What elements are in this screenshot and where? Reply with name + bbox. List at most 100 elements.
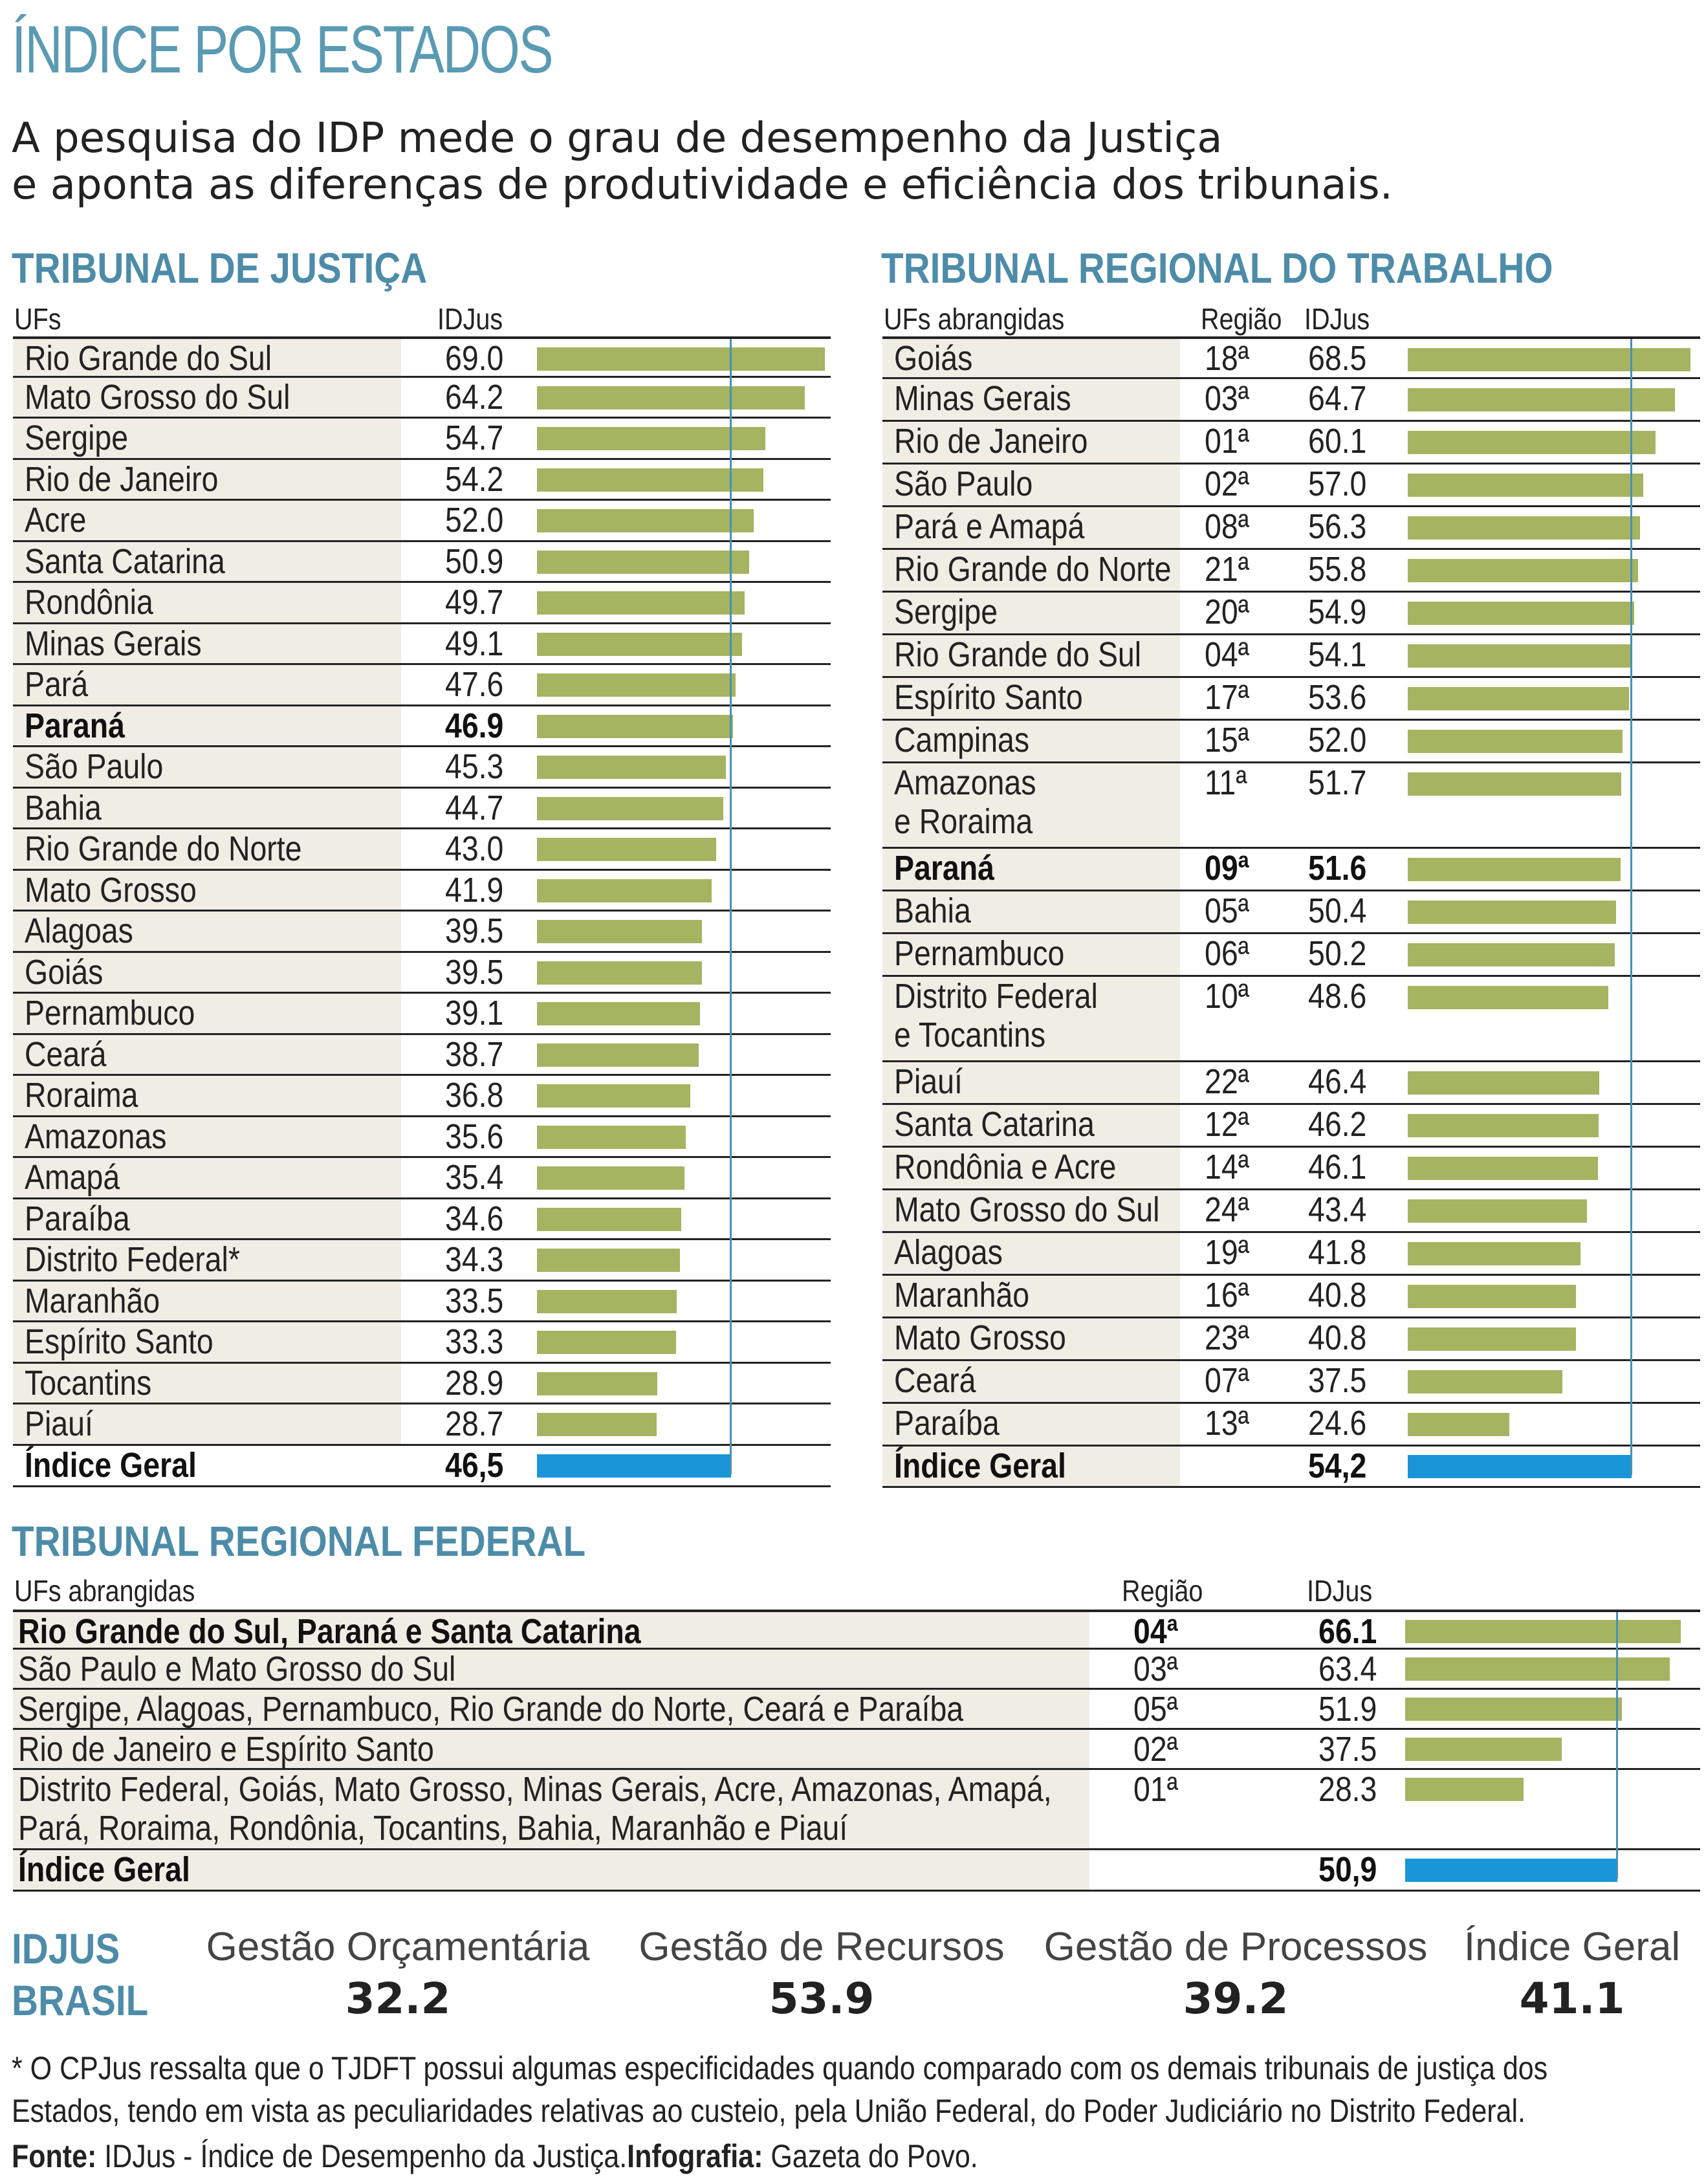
data-bar: [537, 427, 765, 450]
table-row: Rio Grande do Norte 21ª 55.8: [882, 550, 1700, 593]
uf-label-text: Mato Grosso do Sul: [894, 1190, 1160, 1229]
value-label: 45.3: [433, 747, 530, 787]
uf-label-text: Espírito Santo: [25, 1322, 213, 1361]
value-label-text: 49.7: [445, 583, 504, 622]
trt-section-title: TRIBUNAL REGIONAL DO TRABALHO: [881, 244, 1553, 292]
total-value: 54,2: [1296, 1447, 1400, 1486]
table-row: Rondônia e Acre 14ª 46.1: [882, 1148, 1700, 1190]
value-label-text: 66.1: [1318, 1612, 1377, 1651]
table-row: Rondônia 49.7: [13, 583, 831, 624]
value-label-text: 39.5: [445, 912, 504, 950]
summary-item-label: Gestão de Recursos: [639, 1925, 1005, 1969]
table-row: Rio Grande do Norte 43.0: [13, 829, 831, 871]
value-label-text: 33.3: [445, 1322, 504, 1361]
region-label-text: 15ª: [1205, 721, 1249, 759]
table-row: Alagoas 19ª 41.8: [882, 1233, 1700, 1276]
region-label: 19ª: [1193, 1233, 1290, 1274]
region-label: 14ª: [1193, 1148, 1290, 1188]
table-row: Pernambuco 39.1: [13, 994, 831, 1035]
value-label-text: 46.9: [445, 706, 504, 745]
uf-label: Mato Grosso do Sul: [882, 1190, 1180, 1231]
uf-label: Espírito Santo: [882, 678, 1180, 719]
value-label-text: 38.7: [445, 1034, 504, 1074]
data-bar: [1408, 1114, 1599, 1137]
data-bar: [1405, 1738, 1562, 1761]
value-label: 41.9: [433, 871, 530, 910]
value-label: 33.3: [433, 1322, 530, 1362]
summary-item-processos: Gestão de Processos 39.2: [1035, 1924, 1436, 2024]
footnote-line-2: Estados, tendo em vista as peculiaridade…: [12, 2093, 1526, 2129]
idjus-brasil-summary: IDJUS BRASIL Gestão Orçamentária 32.2 Ge…: [0, 1915, 1706, 2031]
region-label-text: 02ª: [1205, 464, 1249, 503]
value-label: 28.7: [433, 1404, 530, 1444]
uf-label-text: Maranhão: [894, 1276, 1030, 1315]
value-label-text: 52.0: [445, 501, 504, 540]
trf-table: Rio Grande do Sul, Paraná e Santa Catari…: [13, 1610, 1700, 1907]
value-label-text: 46.1: [1308, 1148, 1367, 1186]
uf-label: Rio de Janeiro e Espírito Santo: [13, 1730, 1089, 1769]
value-label: 54.2: [433, 460, 530, 499]
total-value-text: 50,9: [1318, 1850, 1377, 1889]
total-value: 50,9: [1307, 1850, 1404, 1890]
uf-label: Piauí: [13, 1404, 401, 1444]
value-label-text: 41.9: [445, 870, 504, 910]
uf-label: Distrito Federal e Tocantins: [882, 977, 1180, 1060]
value-label-text: 46.4: [1308, 1062, 1367, 1101]
value-label: 49.7: [433, 583, 530, 622]
region-label-text: 09ª: [1205, 849, 1249, 888]
uf-label: Rio Grande do Norte: [13, 829, 401, 869]
value-label-text: 64.7: [1308, 379, 1367, 418]
data-bar: [537, 838, 717, 861]
value-label: 44.7: [433, 789, 530, 828]
uf-label: Bahia: [882, 891, 1180, 932]
region-label-text: 01ª: [1205, 422, 1249, 461]
total-label: Índice Geral: [13, 1446, 401, 1485]
value-label-text: 49.1: [445, 624, 504, 663]
data-bar: [1408, 1327, 1577, 1351]
uf-label-text: Bahia: [894, 891, 971, 930]
value-label: 46.9: [433, 706, 530, 746]
region-label-text: 12ª: [1205, 1105, 1249, 1144]
value-label-text: 37.5: [1318, 1730, 1377, 1769]
table-row: Sergipe, Alagoas, Pernambuco, Rio Grande…: [13, 1690, 1700, 1730]
uf-label-text: e Roraima: [894, 802, 1033, 841]
table-row: Bahia 44.7: [13, 788, 831, 829]
region-label: 11ª: [1193, 763, 1290, 847]
uf-label: Pernambuco: [13, 994, 401, 1033]
value-label-text: 39.1: [445, 994, 504, 1032]
uf-label-text: Rondônia: [25, 583, 153, 622]
value-label-text: 64.2: [445, 377, 504, 417]
data-bar: [537, 1207, 682, 1231]
total-label-text: Índice Geral: [18, 1850, 190, 1889]
uf-label: Santa Catarina: [13, 541, 401, 581]
data-bar: [1405, 1620, 1681, 1643]
table-row: Goiás 18ª 68.5: [882, 336, 1700, 379]
uf-label: Paraná: [13, 706, 401, 745]
region-label-text: 08ª: [1205, 507, 1249, 546]
region-label-text: 16ª: [1205, 1276, 1249, 1315]
region-label: 02ª: [1122, 1730, 1251, 1769]
value-label-text: 28.9: [445, 1363, 504, 1403]
data-bar: [1408, 1199, 1587, 1223]
data-bar: [537, 591, 745, 615]
data-bar: [1405, 1698, 1622, 1721]
summary-item-label: Gestão de Processos: [1044, 1925, 1428, 1969]
region-label-text: 22ª: [1205, 1062, 1249, 1101]
uf-label: São Paulo: [882, 464, 1180, 505]
uf-label-text: Piauí: [894, 1062, 963, 1101]
data-bar: [537, 386, 805, 410]
value-label: 50.9: [433, 542, 530, 582]
value-label-text: 54.9: [1308, 593, 1367, 631]
table-row: Mato Grosso do Sul 64.2: [13, 377, 831, 419]
uf-label: Ceará: [13, 1034, 401, 1074]
trf-header-region: Região: [1122, 1574, 1203, 1608]
summary-item-recursos: Gestão de Recursos 53.9: [621, 1924, 1022, 2024]
data-bar: [1408, 644, 1632, 668]
value-label-text: 28.7: [445, 1404, 504, 1443]
value-label: 51.9: [1307, 1690, 1404, 1729]
value-label: 35.4: [433, 1158, 530, 1197]
data-bar: [1408, 943, 1615, 966]
trt-header-uf: UFs abrangidas: [884, 302, 1065, 336]
region-label-text: 10ª: [1205, 977, 1249, 1016]
summary-item-value: 32.2: [345, 1974, 451, 2024]
